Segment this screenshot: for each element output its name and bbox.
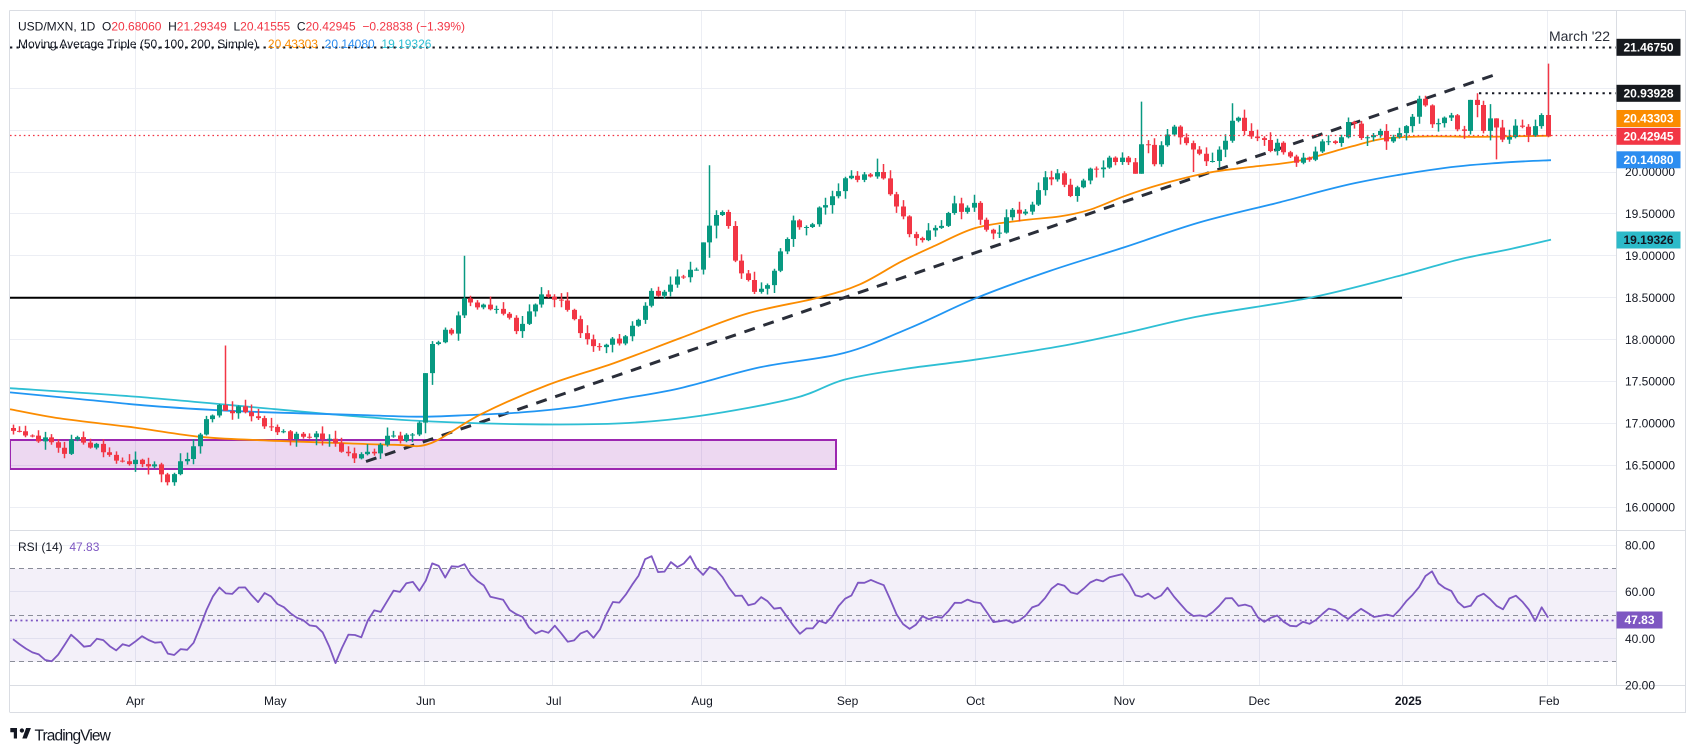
svg-text:20.14080: 20.14080 — [1623, 153, 1673, 167]
svg-text:21.46750: 21.46750 — [1623, 41, 1673, 55]
svg-text:Aug: Aug — [691, 694, 712, 708]
svg-text:RSI (14) 47.83: RSI (14) 47.83 — [18, 540, 100, 554]
svg-text:Oct: Oct — [966, 694, 985, 708]
svg-text:47.83: 47.83 — [1624, 613, 1654, 627]
svg-text:Nov: Nov — [1114, 694, 1135, 708]
svg-text:19.50000: 19.50000 — [1625, 207, 1675, 221]
svg-text:Sep: Sep — [837, 694, 859, 708]
svg-text:Moving Average Triple (50, 100: Moving Average Triple (50, 100, 200, Sim… — [18, 37, 432, 51]
svg-text:80.00: 80.00 — [1625, 539, 1655, 553]
svg-text:20.42945: 20.42945 — [1623, 130, 1673, 144]
svg-text:20.93928: 20.93928 — [1623, 87, 1673, 101]
svg-text:May: May — [264, 694, 287, 708]
svg-text:20.43303: 20.43303 — [1623, 112, 1673, 126]
svg-text:TradingView: TradingView — [35, 727, 112, 744]
svg-text:17.00000: 17.00000 — [1625, 417, 1675, 431]
svg-text:Jul: Jul — [546, 694, 561, 708]
svg-text:19.19326: 19.19326 — [1623, 233, 1673, 247]
svg-text:2025: 2025 — [1395, 694, 1422, 708]
svg-text:18.00000: 18.00000 — [1625, 333, 1675, 347]
svg-text:20.00: 20.00 — [1625, 678, 1655, 692]
svg-text:18.50000: 18.50000 — [1625, 291, 1675, 305]
svg-text:Apr: Apr — [126, 694, 145, 708]
svg-text:40.00: 40.00 — [1625, 632, 1655, 646]
svg-text:17.50000: 17.50000 — [1625, 375, 1675, 389]
svg-text:March '22: March '22 — [1549, 28, 1610, 44]
svg-text:16.50000: 16.50000 — [1625, 459, 1675, 473]
svg-text:Jun: Jun — [416, 694, 435, 708]
svg-text:16.00000: 16.00000 — [1625, 500, 1675, 514]
svg-text:Dec: Dec — [1249, 694, 1270, 708]
svg-text:USD/MXN, 1D O20.68060 H21.29: USD/MXN, 1D O20.68060 H21.29349 L20.4155… — [18, 20, 465, 34]
svg-text:19.00000: 19.00000 — [1625, 249, 1675, 263]
svg-text:60.00: 60.00 — [1625, 585, 1655, 599]
svg-text:Feb: Feb — [1539, 694, 1560, 708]
svg-text:20.00000: 20.00000 — [1625, 165, 1675, 179]
